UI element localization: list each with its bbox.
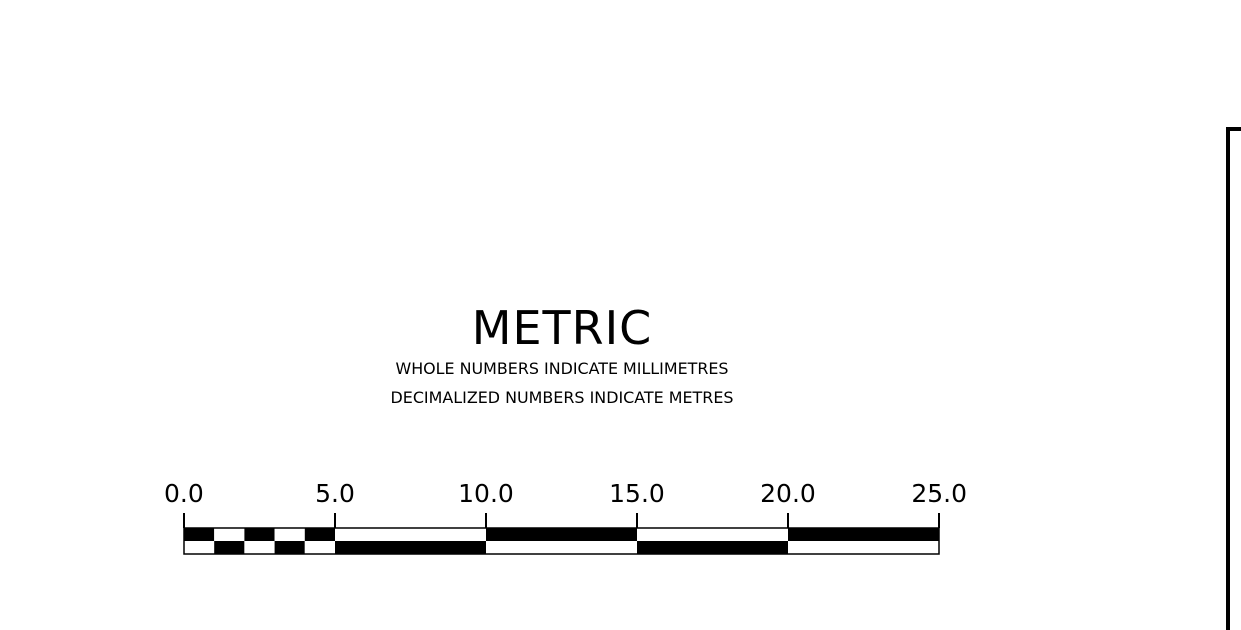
scale-tick-label: 0.0 [164, 479, 204, 508]
scale-minor-segment-bottom [274, 541, 305, 554]
scale-note-whole-numbers: WHOLE NUMBERS INDICATE MILLIMETRES [396, 359, 729, 378]
scale-major-segment-bottom [637, 541, 788, 554]
scale-minor-segment-bottom [244, 541, 275, 554]
scale-tick-label: 15.0 [609, 479, 665, 508]
scale-minor-segment-bottom [214, 541, 245, 554]
scale-tick-label: 20.0 [760, 479, 816, 508]
scale-major-segment-top [486, 528, 637, 541]
scale-minor-segment-top [214, 528, 245, 541]
scale-tick-label: 5.0 [315, 479, 355, 508]
scale-title: METRIC [472, 301, 653, 355]
scale-bar-outline [183, 527, 940, 555]
scale-minor-segment-top [244, 528, 275, 541]
scale-note-decimal-numbers: DECIMALIZED NUMBERS INDICATE METRES [391, 388, 734, 407]
sheet-border [1226, 127, 1241, 630]
scale-major-segment-bottom [335, 541, 486, 554]
graphic-scale-bar: 0.0 5.0 10.0 15.0 20.0 25.0 [164, 479, 967, 555]
scale-major-segment-top [335, 528, 486, 541]
scale-major-segment-top [788, 528, 939, 541]
scale-minor-segment-top [184, 528, 215, 541]
scale-minor-segment-top [304, 528, 335, 541]
scale-tick-label: 25.0 [911, 479, 967, 508]
scale-major-segment-bottom [788, 541, 939, 554]
scale-minor-segment-top [274, 528, 305, 541]
scale-major-segment-top [637, 528, 788, 541]
scale-minor-segment-bottom [184, 541, 215, 554]
scale-major-segment-bottom [486, 541, 637, 554]
scale-tick-label: 10.0 [458, 479, 514, 508]
scale-minor-segment-bottom [304, 541, 335, 554]
